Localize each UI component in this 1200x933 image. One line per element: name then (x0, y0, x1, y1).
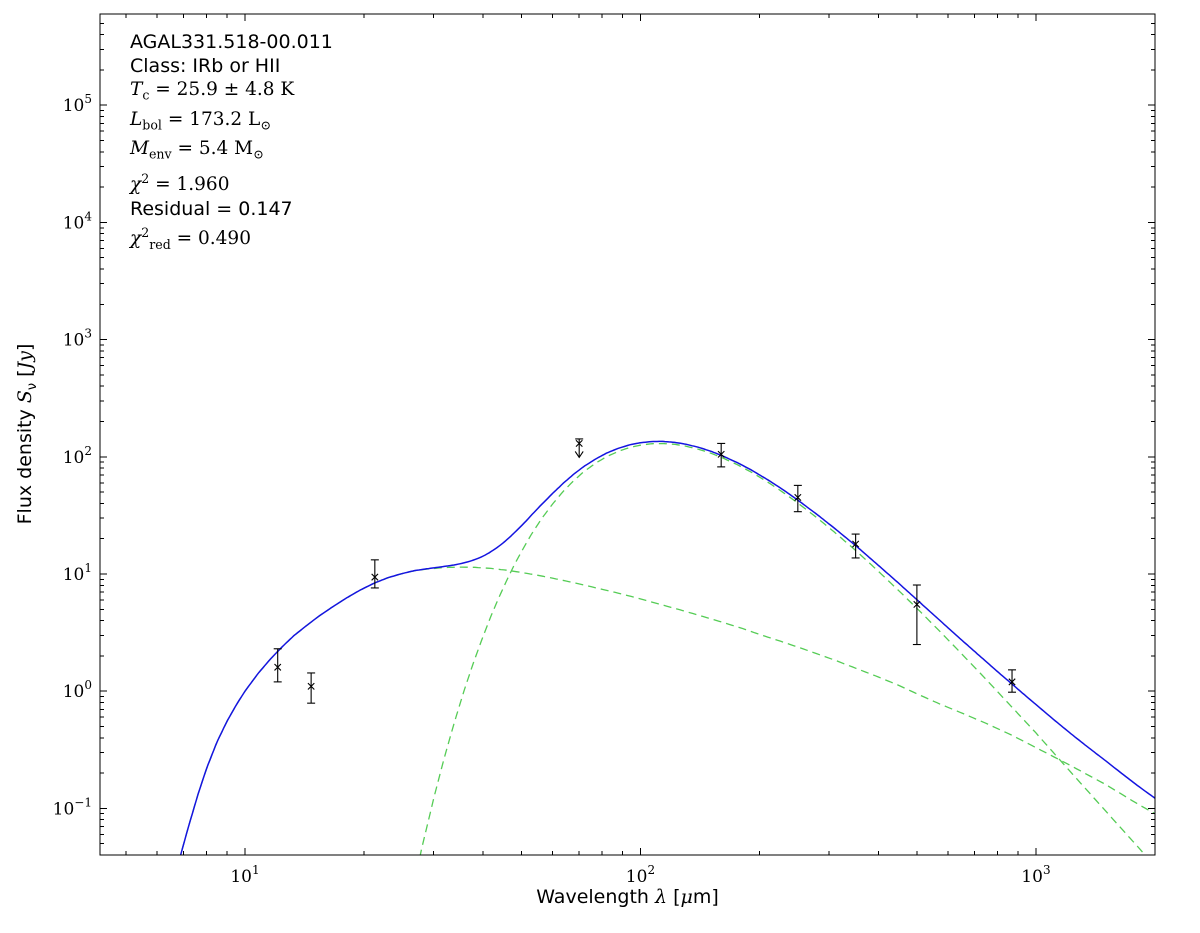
tick-label: 104 (63, 209, 93, 233)
tick-labels: 101 102 103 10−1 100 101 102 103 104 105 (53, 92, 1051, 887)
data-point (370, 559, 379, 589)
annotation-line: Tc = 25.9 ± 4.8 K (130, 79, 295, 103)
tick-label: 100 (63, 678, 92, 702)
data-point (912, 584, 921, 646)
data-points (273, 438, 1017, 704)
tick-label: 103 (63, 327, 92, 351)
annotation-line: Menv = 5.4 M⊙ (130, 138, 264, 163)
data-point (851, 533, 860, 559)
total-model-curve (179, 440, 1155, 855)
tick-label: 101 (230, 863, 259, 887)
tick-label: 101 (63, 561, 92, 585)
x-axis-label: Wavelength λ [μm] (536, 886, 719, 908)
annotation-line: Class: IRb or HII (130, 55, 281, 77)
data-point (793, 484, 802, 513)
annotation-line: χ2red = 0.490 (130, 225, 251, 253)
annotation-line: Residual = 0.147 (130, 198, 293, 221)
tick-label: 10−1 (53, 795, 92, 819)
data-point (574, 438, 584, 459)
data-point (1008, 669, 1017, 693)
annotation-line: AGAL331.518-00.011 (130, 31, 333, 53)
data-point (307, 672, 316, 704)
data-point (717, 442, 726, 468)
model-curves (179, 440, 1155, 855)
tick-label: 102 (626, 863, 655, 887)
data-point (273, 648, 282, 683)
annotation-line: Lbol = 173.2 L⊙ (130, 108, 271, 133)
y-axis-label: Flux density Sν [Jy] (14, 343, 40, 525)
axes-frame (99, 13, 1156, 856)
tick-label: 102 (63, 444, 92, 468)
tick-label: 103 (1021, 863, 1050, 887)
cold-component-curve (419, 442, 1146, 855)
tick-label: 105 (63, 92, 92, 116)
annotation-block: AGAL331.518-00.011 Class: IRb or HII Tc = … (130, 30, 333, 257)
annotation-line: χ2 = 1.960 (130, 171, 230, 196)
